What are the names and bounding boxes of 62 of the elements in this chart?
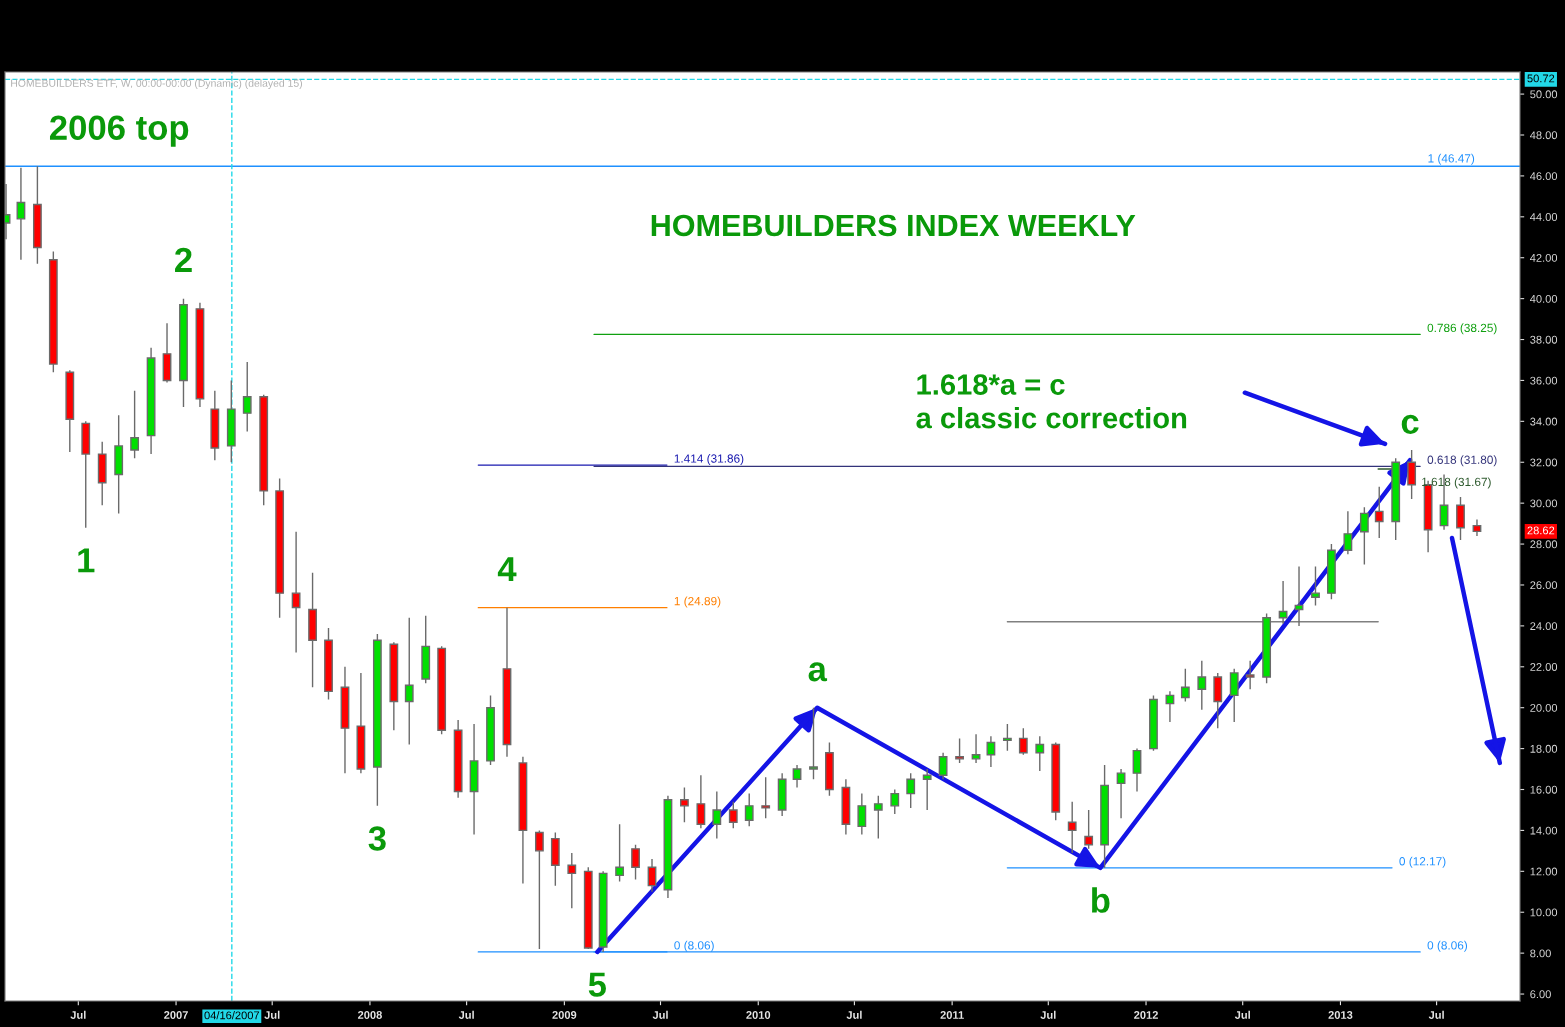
annotation: 2 [175, 247, 192, 272]
y-tick-label: 30.00 [1530, 499, 1558, 508]
y-tick-label: 40.00 [1529, 294, 1558, 303]
annotation: 2006 top [49, 115, 189, 147]
series-label: 0 (8.06) [1427, 940, 1468, 952]
x-tick-label: Jul [846, 1010, 862, 1019]
series-label: 0.786 (38.25) [1427, 323, 1497, 335]
annotation: c [1401, 414, 1419, 434]
x-tick-label: Jul [264, 1010, 280, 1019]
y-tick-label: 10.00 [1530, 908, 1558, 917]
x-tick-label: 2011 [940, 1011, 964, 1019]
y-tick-label: 34.00 [1530, 417, 1558, 426]
y-tick-label: 44.00 [1529, 213, 1558, 221]
y-tick-label: 50.00 [1530, 90, 1558, 99]
y-tick-label: 6.00 [1530, 990, 1551, 999]
annotation: 4 [497, 557, 517, 582]
series-label: 0 (12.17) [1399, 856, 1446, 868]
y-tick-label: 38.00 [1530, 335, 1558, 344]
y-tick-label: 12.00 [1530, 867, 1558, 876]
x-tick-label: Jul [70, 1010, 86, 1019]
y-tick-label: 20.00 [1530, 703, 1558, 712]
x-tick-label: Jul [1428, 1010, 1444, 1019]
y-tick-label: 18.00 [1530, 744, 1558, 753]
text: HOMEBUILDERS ETF, W, 00:00-00:00 (Dynamic) (delayed 15) [11, 79, 302, 89]
y-tick-label: 8.00 [1530, 949, 1551, 958]
y-tick-label: 24.00 [1530, 622, 1558, 631]
x-tick-label: Jul [458, 1010, 474, 1019]
y-tick-label: 26.00 [1530, 581, 1558, 590]
y-tick-label: 28.00 [1530, 540, 1558, 549]
series-label: 0 (8.06) [674, 940, 714, 952]
text: HOMEBUILDERS INDEX WEEKLY [651, 214, 1136, 237]
annotation: 1.618*a = c a classic correction [916, 374, 1187, 429]
ref-line-label: 50.72 [1527, 74, 1555, 83]
x-tick-label: Jul [652, 1010, 668, 1019]
y-tick-label: 16.00 [1530, 785, 1558, 794]
y-tick-label: 42.00 [1529, 253, 1558, 262]
x-tick-label: 2008 [357, 1011, 382, 1019]
ref-line-label: 1 (46.47) [1428, 153, 1475, 165]
x-tick-label: 2013 [1328, 1011, 1353, 1019]
x-tick-label: 2009 [552, 1011, 577, 1019]
annotation: a [808, 662, 828, 682]
y-tick-label: 32.00 [1530, 458, 1558, 467]
series-label: 0.618 (31.80) [1427, 455, 1497, 467]
series-label: 1.618 (31.67) [1422, 477, 1491, 489]
x-tick-label: 2012 [1134, 1011, 1158, 1019]
annotation: b [1092, 887, 1110, 913]
ref-line-label: 04/16/2007 [204, 1011, 260, 1020]
x-tick-label: 2010 [746, 1011, 771, 1019]
annotation: 5 [588, 972, 606, 997]
y-tick-label: 48.00 [1529, 131, 1558, 140]
y-tick-label: 36.00 [1530, 376, 1558, 385]
x-tick-label: Jul [1234, 1010, 1250, 1019]
text: 28.62 [1527, 526, 1555, 535]
series-label: 1.414 (31.86) [674, 454, 744, 466]
annotation: 3 [368, 826, 386, 851]
y-tick-label: 22.00 [1530, 663, 1558, 671]
y-tick-label: 46.00 [1529, 172, 1558, 181]
annotation: 1 [78, 548, 95, 573]
y-tick-label: 14.00 [1530, 826, 1558, 835]
x-tick-label: Jul [1040, 1010, 1056, 1019]
series-label: 1 (24.89) [674, 596, 721, 608]
x-tick-label: 2007 [164, 1011, 188, 1019]
